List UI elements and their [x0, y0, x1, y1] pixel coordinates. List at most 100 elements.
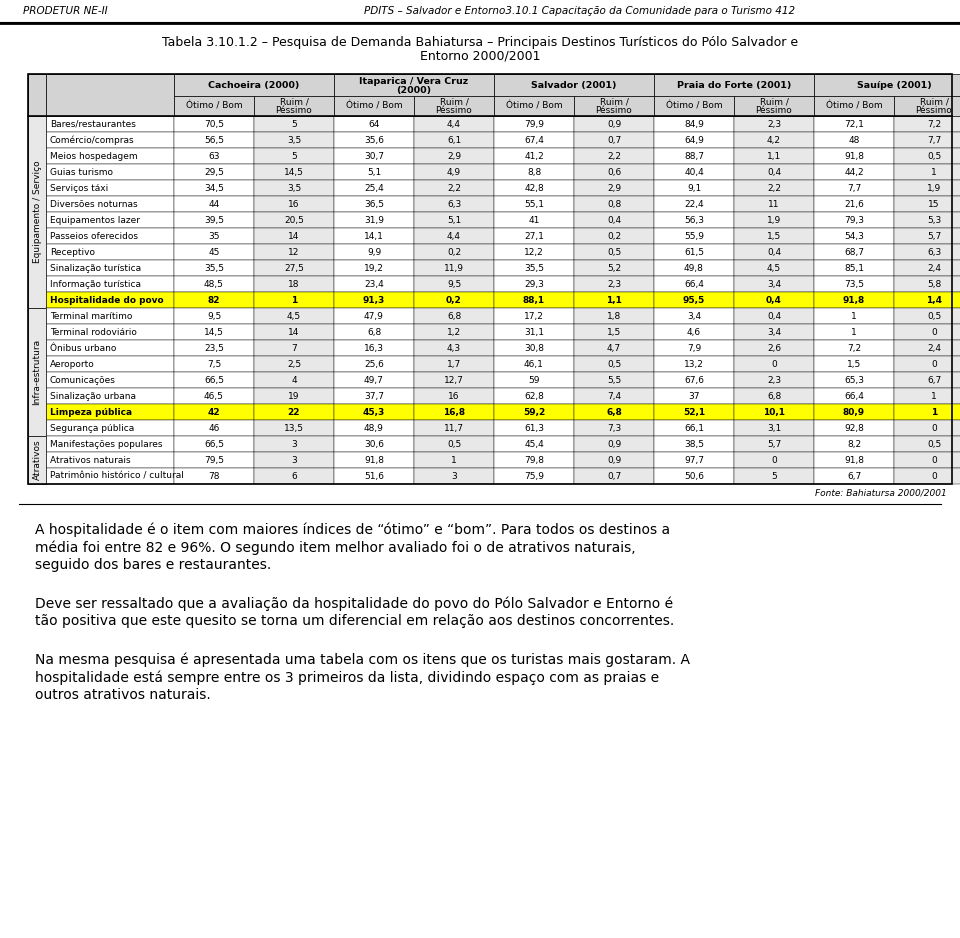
Text: 8,8: 8,8: [527, 168, 541, 176]
Bar: [494, 404, 574, 420]
Bar: [894, 452, 960, 468]
Bar: [894, 196, 960, 212]
Bar: [654, 420, 734, 436]
Text: 0,2: 0,2: [446, 295, 462, 305]
Text: 9,5: 9,5: [206, 311, 221, 321]
Bar: [28, 74, 952, 116]
Text: 5,2: 5,2: [607, 264, 621, 273]
Bar: [894, 180, 960, 196]
Text: 44,2: 44,2: [844, 168, 864, 176]
Text: Segurança pública: Segurança pública: [50, 423, 134, 432]
Text: 56,3: 56,3: [684, 216, 704, 224]
Bar: [494, 164, 574, 180]
Text: 15: 15: [928, 200, 940, 208]
Bar: [894, 420, 960, 436]
Text: 2,6: 2,6: [767, 343, 781, 353]
Bar: [654, 436, 734, 452]
Bar: [654, 164, 734, 180]
Text: 4,2: 4,2: [767, 135, 781, 144]
Text: 1: 1: [852, 311, 857, 321]
Text: 36,5: 36,5: [364, 200, 384, 208]
Bar: [494, 196, 574, 212]
Text: 31,9: 31,9: [364, 216, 384, 224]
Text: Informação turística: Informação turística: [50, 280, 141, 289]
Bar: [894, 324, 960, 340]
Text: Péssimo: Péssimo: [436, 106, 472, 114]
Bar: [574, 164, 654, 180]
Bar: [414, 148, 494, 164]
Bar: [46, 180, 174, 196]
Text: 0,4: 0,4: [767, 248, 781, 256]
Text: 11: 11: [768, 200, 780, 208]
Bar: [654, 292, 734, 308]
Bar: [654, 324, 734, 340]
Text: 16: 16: [448, 391, 460, 401]
Text: 0,9: 0,9: [607, 456, 621, 464]
Bar: [414, 308, 494, 324]
Text: 19: 19: [288, 391, 300, 401]
Bar: [894, 356, 960, 372]
Text: Tabela 3.10.1.2 – Pesquisa de Demanda Bahiatursa – Principais Destinos Turístico: Tabela 3.10.1.2 – Pesquisa de Demanda Ba…: [162, 36, 798, 49]
Text: 6,8: 6,8: [767, 391, 781, 401]
Text: 0: 0: [931, 456, 937, 464]
Text: 97,7: 97,7: [684, 456, 704, 464]
Bar: [334, 96, 414, 116]
Text: 0,5: 0,5: [446, 440, 461, 448]
Bar: [174, 324, 254, 340]
Text: 4: 4: [291, 375, 297, 385]
Bar: [494, 276, 574, 292]
Text: 1,7: 1,7: [446, 359, 461, 369]
Text: Meios hospedagem: Meios hospedagem: [50, 152, 137, 160]
Text: 14,1: 14,1: [364, 232, 384, 240]
Bar: [254, 324, 334, 340]
Text: 37: 37: [688, 391, 700, 401]
Bar: [814, 292, 894, 308]
Bar: [254, 420, 334, 436]
Text: 8,2: 8,2: [847, 440, 861, 448]
Text: 0,5: 0,5: [607, 248, 621, 256]
Text: 5,3: 5,3: [926, 216, 941, 224]
Text: 7,7: 7,7: [926, 135, 941, 144]
Bar: [574, 324, 654, 340]
Bar: [174, 74, 334, 96]
Text: 2,9: 2,9: [447, 152, 461, 160]
Text: Sinalização turística: Sinalização turística: [50, 264, 141, 273]
Bar: [174, 276, 254, 292]
Text: 59: 59: [528, 375, 540, 385]
Text: 55,1: 55,1: [524, 200, 544, 208]
Bar: [494, 74, 654, 96]
Text: 14,5: 14,5: [284, 168, 304, 176]
Text: 41,2: 41,2: [524, 152, 544, 160]
Text: 31,1: 31,1: [524, 327, 544, 337]
Bar: [0, 0, 960, 22]
Text: 65,3: 65,3: [844, 375, 864, 385]
Text: 5: 5: [291, 119, 297, 129]
Bar: [174, 372, 254, 388]
Bar: [174, 436, 254, 452]
Bar: [174, 340, 254, 356]
Text: Terminal rodoviário: Terminal rodoviário: [50, 327, 137, 337]
Text: 14: 14: [288, 327, 300, 337]
Bar: [494, 356, 574, 372]
Text: 7,3: 7,3: [607, 423, 621, 432]
Text: 66,1: 66,1: [684, 423, 704, 432]
Bar: [254, 388, 334, 404]
Text: 14: 14: [288, 232, 300, 240]
Text: 0,4: 0,4: [607, 216, 621, 224]
Bar: [814, 196, 894, 212]
Text: 37,7: 37,7: [364, 391, 384, 401]
Bar: [334, 340, 414, 356]
Bar: [734, 292, 814, 308]
Bar: [46, 436, 174, 452]
Bar: [574, 436, 654, 452]
Bar: [414, 132, 494, 148]
Bar: [494, 96, 574, 116]
Bar: [734, 276, 814, 292]
Text: 3,1: 3,1: [767, 423, 781, 432]
Bar: [574, 356, 654, 372]
Bar: [734, 420, 814, 436]
Text: 16: 16: [288, 200, 300, 208]
Text: 9,5: 9,5: [446, 280, 461, 289]
Text: 0,5: 0,5: [607, 359, 621, 369]
Text: 29,3: 29,3: [524, 280, 544, 289]
